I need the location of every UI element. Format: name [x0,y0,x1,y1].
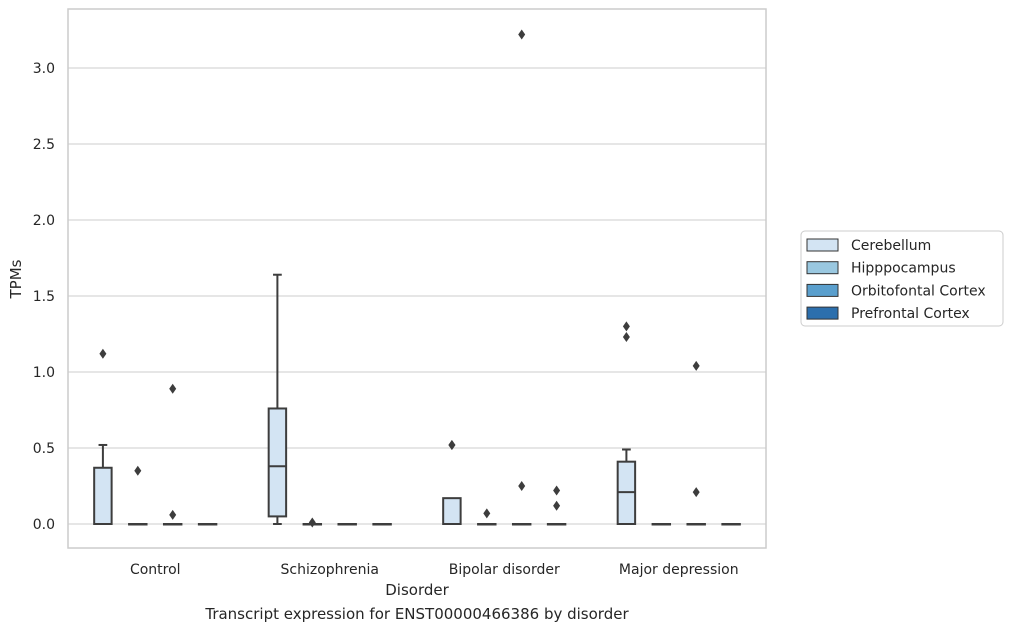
legend-label: Prefrontal Cortex [851,306,970,322]
box-0-1 [267,273,288,525]
y-tick-label: 2.5 [33,137,55,153]
grid-lines [68,67,766,525]
box-3-3 [721,523,741,526]
outlier-point [692,360,700,371]
legend-item: Cerebellum [806,238,931,254]
box-3-1 [372,523,392,526]
outlier-point [518,481,526,491]
legend-swatch [806,306,839,320]
outlier-point [553,485,561,496]
outlier-point [169,509,177,520]
box-1-2 [477,508,497,526]
axis-ticks: 0.0 0.5 1.0 1.5 2.0 2.5 3.0 Control Schizophreni… [33,61,739,578]
y-tick-label: 1.5 [33,289,55,305]
x-tick-label: Bipolar disorder [449,562,560,578]
iqr-box [93,466,113,526]
box-0-3 [616,321,637,525]
x-tick-label: Control [130,562,181,578]
legend-label: Cerebellum [851,238,931,254]
outlier-point [692,487,700,498]
outlier-point [169,383,177,394]
plot-frame [67,8,767,549]
outlier-point [448,439,456,450]
x-axis-label: Disorder [385,581,449,599]
legend-swatch [806,238,839,252]
legend-item: Hipppocampus [806,261,956,277]
legend-label: Hipppocampus [851,261,956,277]
legend-label: Orbitofontal Cortex [851,283,986,299]
y-tick-label: 1.0 [33,365,55,381]
legend-box [800,230,1004,327]
box-3-0 [197,523,218,526]
outlier-point [553,500,561,511]
outlier-point [518,29,526,40]
box-1-0 [128,465,148,526]
outlier-point [622,321,630,332]
outlier-point [622,332,630,343]
box-2-1 [337,523,357,526]
box-plot-marks [93,29,741,528]
legend-swatch [806,261,839,275]
box-0-2 [442,439,462,526]
outlier-point [483,508,491,519]
box-1-1 [302,517,323,528]
y-tick-label: 0.5 [33,441,55,457]
legend: Cerebellum Hipppocampus Orbitofontal Corte… [800,230,1004,327]
outlier-point [308,517,316,528]
y-tick-label: 2.0 [33,213,55,229]
axes-frame [67,8,767,549]
box-2-3 [686,360,706,526]
iqr-box [442,497,462,526]
legend-item: Prefrontal Cortex [806,306,970,322]
legend-swatch [806,283,839,297]
box-1-3 [651,523,672,526]
box-0-0 [93,348,113,526]
x-tick-label: Major depression [619,562,739,578]
y-tick-label: 3.0 [33,61,55,77]
box-3-2 [546,485,567,526]
box-2-0 [162,383,183,526]
legend-item: Orbitofontal Cortex [806,283,986,299]
chart-caption: Transcript expression for ENST0000046638… [205,605,629,623]
y-tick-label: 0.0 [33,517,55,533]
outlier-point [99,348,107,359]
iqr-box [267,407,288,518]
x-tick-label: Schizophrenia [281,562,379,578]
y-axis-label: TPMs [7,259,25,299]
box-2-2 [511,29,532,526]
outlier-point [134,465,142,476]
